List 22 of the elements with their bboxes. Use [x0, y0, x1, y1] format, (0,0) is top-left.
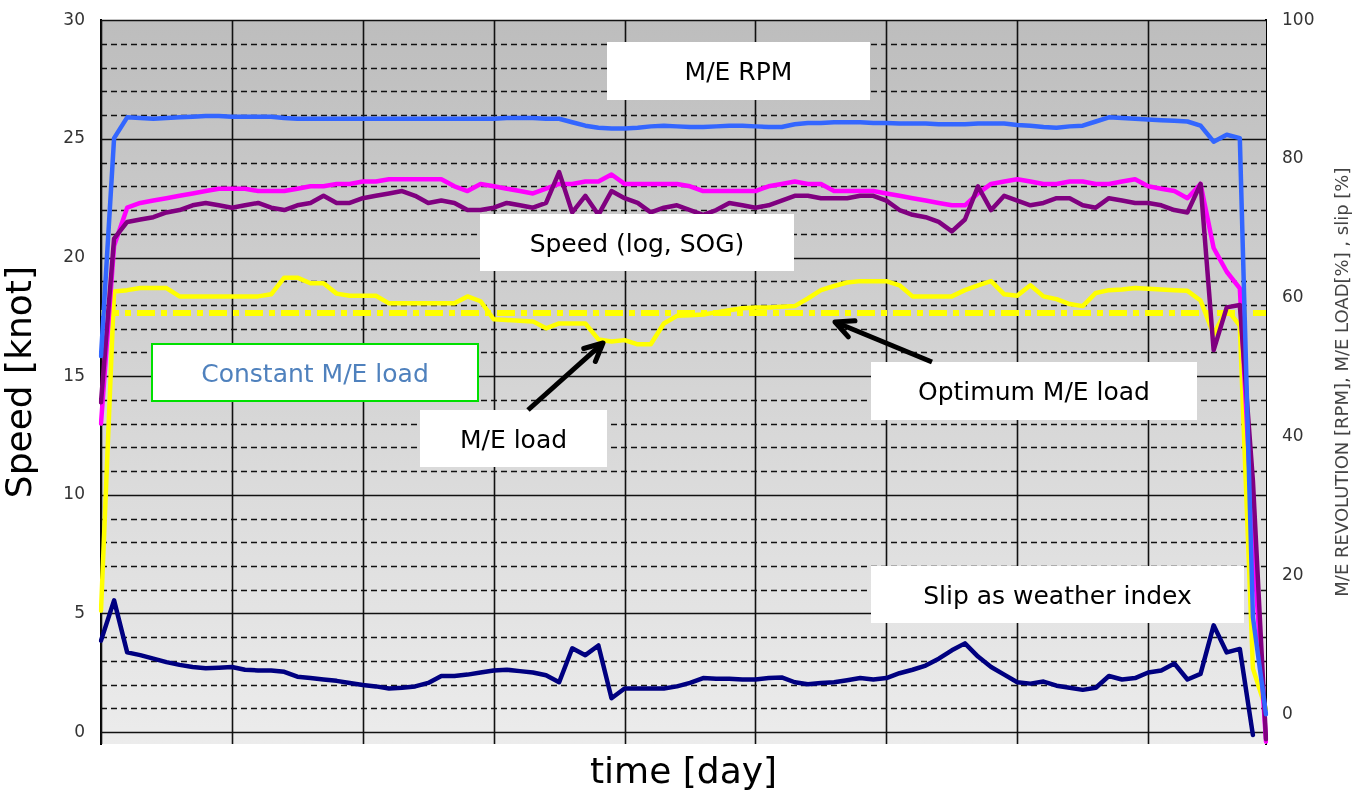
- y-tick-label: 25: [63, 127, 85, 148]
- x-axis-title: time [day]: [589, 749, 778, 791]
- y-tick-label: 5: [74, 601, 85, 622]
- y-axis-title: Speed [knot]: [0, 266, 39, 499]
- annotation: Optimum M/E load: [918, 376, 1150, 406]
- y-tick-label: 20: [63, 245, 85, 266]
- annotation: Speed (log, SOG): [529, 228, 745, 257]
- y-tick-label: 0: [74, 720, 85, 741]
- y2-tick-label: 60: [1282, 286, 1304, 307]
- y-tick-label: 10: [63, 483, 85, 504]
- y2-tick-label: 20: [1282, 563, 1304, 584]
- y2-tick-label: 40: [1282, 425, 1304, 445]
- y2-tick-label: 100: [1282, 8, 1315, 29]
- y-tick-label: 15: [63, 364, 85, 385]
- annotation: Slip as weather index: [923, 580, 1192, 609]
- y2-axis-title: M/E REVOLUTION [RPM], M/E LOAD[%] , slip [%]: [1330, 167, 1352, 597]
- annotation: M/E RPM: [684, 56, 793, 86]
- y-tick-label: 30: [63, 8, 85, 29]
- y2-tick-label: 80: [1282, 147, 1304, 168]
- annotation: M/E load: [459, 424, 568, 453]
- y2-tick-label: 0: [1282, 702, 1293, 723]
- annotation: Constant M/E load: [201, 358, 429, 387]
